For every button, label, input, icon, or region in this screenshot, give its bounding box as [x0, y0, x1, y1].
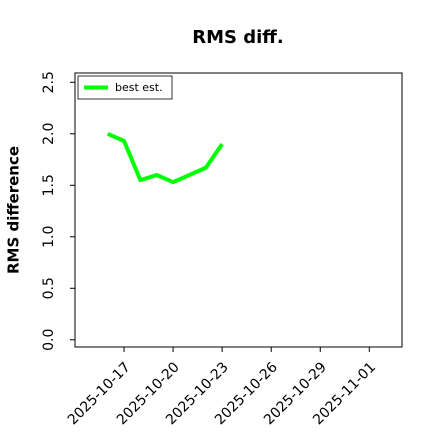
y-axis-label: RMS difference [5, 146, 23, 274]
chart-title: RMS diff. [192, 27, 283, 48]
legend-box [77, 75, 173, 100]
y-tick-label: 0.5 [41, 277, 57, 299]
y-tick-label: 1.5 [41, 174, 57, 196]
data-line [106, 131, 224, 185]
plot-frame [74, 72, 403, 348]
legend-label: best est. [115, 81, 163, 94]
y-tick-label: 0.0 [41, 329, 57, 351]
y-tick-label: 2.0 [41, 123, 57, 145]
y-tick-label: 1.0 [41, 226, 57, 248]
y-tick-label: 2.5 [41, 71, 57, 93]
